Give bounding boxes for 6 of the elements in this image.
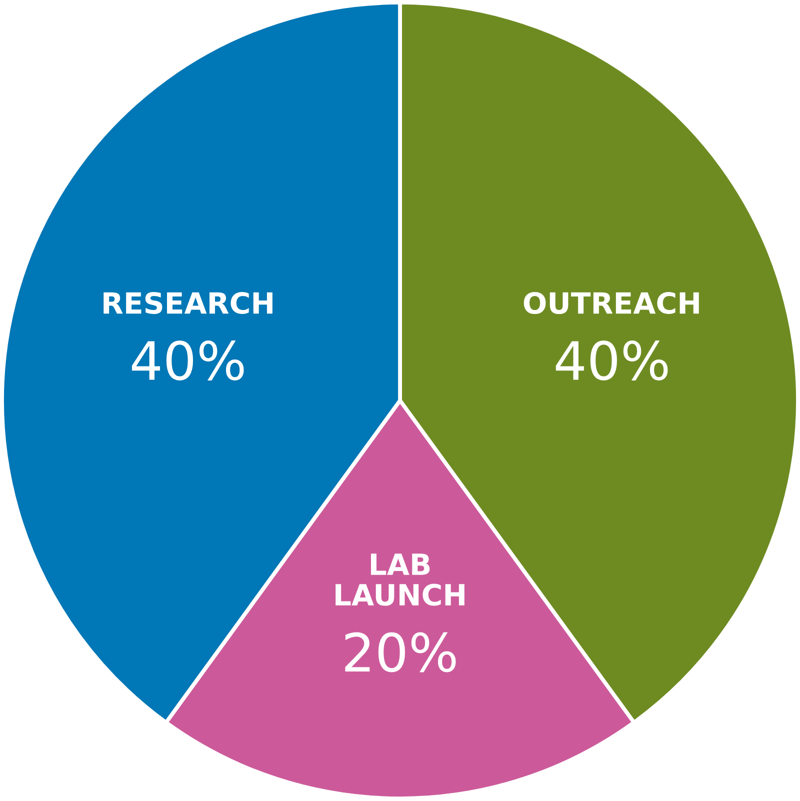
slice-label: OUTREACH — [524, 292, 699, 314]
data-label: 40% — [132, 340, 244, 380]
data-label: 40% — [556, 340, 668, 380]
data-label: 20% — [345, 632, 456, 672]
slice-label: LAB LAUNCH — [336, 554, 464, 606]
slice-label: RESEARCH — [104, 292, 272, 314]
